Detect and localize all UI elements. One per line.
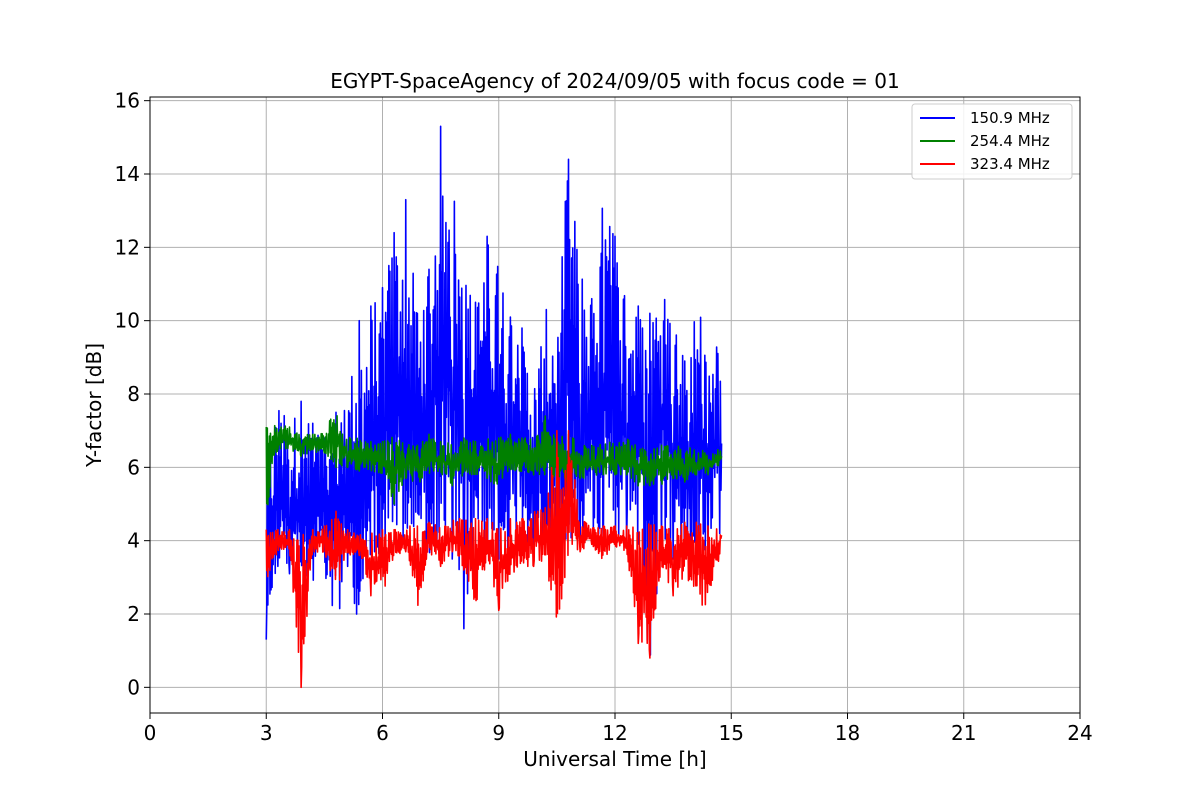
legend-label: 323.4 MHz: [970, 155, 1050, 173]
y-tick-label: 14: [115, 162, 140, 186]
x-tick-label: 18: [835, 721, 860, 745]
x-tick-label: 0: [144, 721, 157, 745]
x-tick-label: 21: [951, 721, 976, 745]
legend-box: [911, 103, 1073, 180]
y-tick-label: 12: [115, 235, 140, 259]
chart-title: EGYPT-SpaceAgency of 2024/09/05 with foc…: [330, 69, 899, 93]
y-ticks: 0 2 4 6 8 10 12 14 16: [115, 89, 150, 699]
series-line-2: [265, 415, 723, 506]
x-tick-label: 6: [376, 721, 389, 745]
x-tick-label: 9: [492, 721, 505, 745]
x-tick-label: 12: [602, 721, 627, 745]
y-tick-label: 16: [115, 89, 140, 113]
x-tick-label: 15: [719, 721, 744, 745]
x-axis-label: Universal Time [h]: [523, 747, 706, 771]
x-tick-label: 3: [260, 721, 273, 745]
x-ticks: 0 3 6 9 12 15 18 21 24: [144, 713, 1093, 745]
series-line-3: [265, 429, 723, 689]
y-tick-label: 4: [127, 529, 140, 553]
y-tick-label: 2: [127, 602, 140, 626]
y-tick-label: 8: [127, 382, 140, 406]
x-tick-label: 24: [1067, 721, 1092, 745]
y-axis-label: Y-factor [dB]: [82, 343, 106, 468]
legend-label: 254.4 MHz: [970, 132, 1050, 150]
y-tick-label: 10: [115, 309, 140, 333]
y-tick-label: 6: [127, 455, 140, 479]
y-tick-label: 0: [127, 675, 140, 699]
legend-label: 150.9 MHz: [970, 109, 1050, 127]
legend: 150.9 MHz 254.4 MHz 323.4 MHz: [911, 103, 1073, 180]
series-layer: [265, 125, 723, 689]
